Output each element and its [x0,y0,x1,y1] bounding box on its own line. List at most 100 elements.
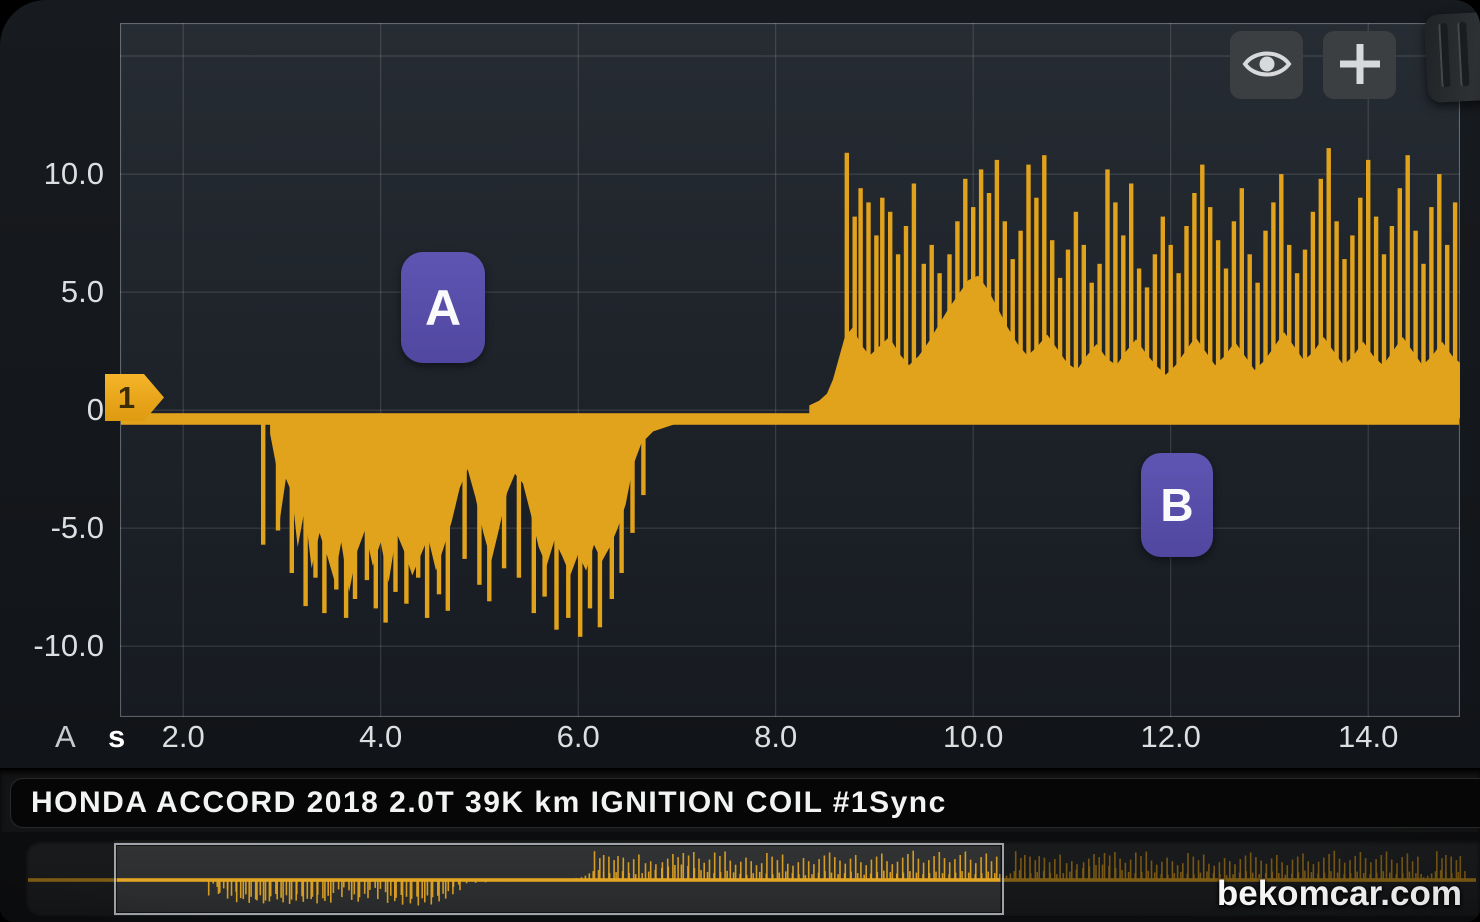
trace-positive-spike [1200,164,1205,419]
overview-pos-spike [1197,860,1200,879]
trace-positive-spike [1057,277,1063,419]
trace-positive-spike [903,226,909,419]
overview-pos-spike [1199,872,1202,879]
overview-pos-spike [1153,872,1156,879]
y-tick-label: -5.0 [50,510,104,546]
trace-positive-spike [1144,287,1150,419]
trace-negative-spike [501,418,507,569]
trace-positive-spike [1231,221,1237,419]
trace-negative-spike [445,418,450,611]
trace-positive-spike [1113,202,1118,419]
trace-negative-spike [630,418,635,533]
trace-positive-spike [1097,263,1102,419]
trace-negative-spike [373,418,378,609]
trace-negative-spike [554,418,559,630]
trace-positive-spike [1184,226,1189,419]
trace-negative-spike [313,418,318,578]
trace-positive-spike [971,207,976,419]
overview-pos-spike [1056,874,1058,879]
x-tick-label: 10.0 [943,719,1004,754]
overview-pos-spike [1121,870,1123,879]
waveform-trace [120,23,1460,717]
trace-positive-spike [1310,211,1316,419]
trace-positive-spike [1437,174,1442,419]
trace-negative-spike [578,418,583,637]
trace-positive-spike [1452,202,1458,419]
trace-positive-spike [1152,254,1158,419]
overview-strip[interactable]: bekomcar.com [26,840,1480,916]
overview-pos-spike [1127,871,1130,879]
trace-positive-spike [937,273,942,419]
y-tick-label: -10.0 [33,628,104,664]
trace-negative-spike [477,418,482,585]
trace-positive-spike [1081,244,1086,419]
trace-negative-spike [261,418,266,545]
trace-positive-spike [1192,193,1197,419]
overview-pos-spike [1059,854,1061,879]
overview-pos-spike [1036,872,1038,879]
eye-icon [1242,46,1292,85]
overview-pos-spike [1124,862,1127,879]
overview-selection[interactable] [114,843,1004,915]
overview-pos-spike [1180,871,1182,879]
trace-positive-spike [911,183,917,419]
trace-positive-spike [1381,254,1387,419]
overview-pos-spike [1024,855,1026,879]
overview-pos-spike [1088,858,1090,879]
x-tick-label: 6.0 [556,719,600,754]
trace-positive-spike [1065,249,1071,419]
trace-positive-spike [947,254,952,419]
trace-positive-spike [921,263,926,419]
y-tick-label: 0 [86,392,104,428]
trace-negative-spike [275,418,281,531]
overview-pos-spike [1166,857,1168,879]
title-text: HONDA ACCORD 2018 2.0T 39K km IGNITION C… [31,786,947,819]
trace-positive-spike [1445,244,1450,419]
trace-negative-spike [587,418,593,609]
trace-positive-spike [1413,230,1418,419]
trace-positive-spike [1050,240,1055,419]
waveform-plot[interactable] [120,23,1460,717]
trace-positive-spike [1042,155,1047,419]
overview-pos-spike [1119,858,1121,879]
trace-positive-spike [1302,249,1308,419]
trace-positive-spike [1073,211,1079,419]
add-button[interactable] [1323,31,1396,99]
trace-negative-spike [343,418,349,618]
overview-pos-spike [1014,851,1017,879]
overview-pos-spike [1145,851,1148,879]
trace-positive-spike [1326,148,1331,419]
overview-pos-spike [1464,871,1466,879]
trace-negative-spike [619,418,624,573]
overview-pos-spike [1187,853,1189,879]
x-axis-unit-label: s [108,719,126,754]
overview-groove: bekomcar.com [0,832,1480,922]
trace-positive-spike [955,221,960,419]
trace-positive-spike [1366,159,1371,419]
x-tick-label: 4.0 [359,719,403,754]
overview-pos-spike [1103,853,1106,879]
trace-negative-spike [303,418,308,607]
overview-pos-spike [1213,865,1215,879]
x-tick-label: 2.0 [161,719,205,754]
visibility-button[interactable] [1230,31,1303,99]
overview-pos-spike [1202,854,1205,879]
overview-pos-spike [1065,863,1068,879]
trace-negative-spike [462,418,467,559]
trace-positive-spike [994,159,1000,419]
trace-positive-spike [858,188,863,419]
overview-pos-spike [1155,864,1158,879]
overview-pos-spike [1192,856,1195,879]
trace-positive-spike [1089,282,1094,419]
scroll-grip[interactable] [1423,10,1480,104]
annotation-badge-b: B [1141,453,1213,557]
trace-positive-spike [1334,221,1339,419]
trace-positive-spike [1018,230,1023,419]
trace-positive-spike [844,152,849,419]
trace-positive-spike [1168,244,1173,419]
trace-positive-spike [1429,207,1434,419]
y-tick-label: 10.0 [43,156,104,192]
trace-positive-spike [963,178,968,419]
trace-positive-spike [1421,263,1426,419]
